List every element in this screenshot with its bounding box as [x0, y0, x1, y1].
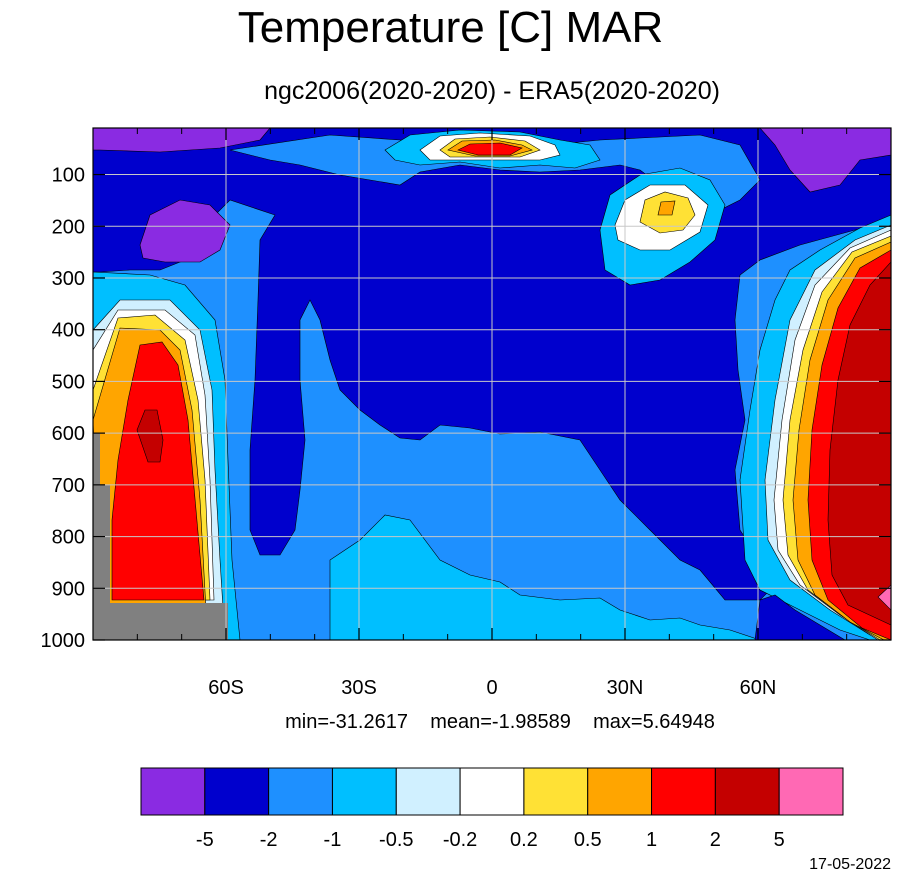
y-tick-label: 1000	[41, 630, 86, 652]
x-tick-label: 60N	[740, 677, 777, 699]
stat-max: max=5.64948	[593, 711, 715, 733]
x-tick-label: 30N	[607, 677, 644, 699]
y-axis: 100 200 300 400 500 600 700 800 900 1000	[41, 165, 891, 652]
contour-band-minus5-np	[759, 128, 891, 193]
colorbar-box	[140, 767, 206, 816]
colorbar-label: -1	[324, 829, 342, 851]
y-tick-label: 500	[52, 371, 85, 393]
colorbar-label: 0.5	[574, 829, 602, 851]
contour-band-minus2-nh-surface	[754, 594, 846, 640]
colorbar-box	[587, 767, 653, 816]
colorbar-box	[651, 767, 716, 816]
colorbar-box	[204, 767, 270, 816]
colorbar: -5 -2 -1 -0.5 -0.2 0.2 0.5 1 2 5	[140, 767, 844, 851]
plot-date: 17-05-2022	[809, 856, 891, 873]
colorbar-box	[714, 767, 780, 816]
colorbar-box	[268, 767, 333, 816]
contour-band-minus5-sh200	[139, 199, 231, 263]
y-tick-label: 700	[52, 475, 85, 497]
x-tick-label: 60S	[208, 677, 244, 699]
y-tick-label: 300	[52, 268, 85, 290]
contour-band-5-sh	[136, 409, 164, 463]
colorbar-label: -5	[196, 829, 214, 851]
contour-band-gt5-nh	[877, 584, 891, 611]
colorbar-label: -0.2	[443, 829, 477, 851]
grid-lines	[93, 128, 891, 640]
colorbar-label: 0.2	[510, 829, 538, 851]
topography-mask	[93, 433, 228, 640]
stat-mean: mean=-1.98589	[430, 711, 571, 733]
x-axis: 60S 30S 0 30N 60N	[136, 128, 848, 699]
x-tick-label: 30S	[341, 677, 377, 699]
colorbar-label: -0.5	[379, 829, 413, 851]
colorbar-label: 5	[774, 829, 785, 851]
y-tick-label: 800	[52, 527, 85, 549]
x-tick-label: 0	[486, 677, 497, 699]
contour-band-1-nh200	[657, 200, 676, 216]
y-tick-label: 100	[52, 165, 85, 187]
colorbar-box	[395, 767, 461, 816]
colorbar-label: -2	[260, 829, 278, 851]
colorbar-box	[778, 767, 844, 816]
colorbar-label: 2	[710, 829, 721, 851]
colorbar-box	[523, 767, 589, 816]
contour-band-2-sh	[111, 341, 205, 601]
y-tick-label: 900	[52, 578, 85, 600]
colorbar-label: 1	[646, 829, 657, 851]
contour-band-2-upper	[457, 142, 523, 156]
chart-subtitle: ngc2006(2020-2020) - ERA5(2020-2020)	[264, 77, 720, 105]
stats-line: min=-31.2617 mean=-1.98589 max=5.64948	[0, 710, 901, 734]
y-tick-label: 200	[52, 216, 85, 238]
contour-band-minus05-lower	[329, 514, 761, 640]
chart-title: Temperature [C] MAR	[237, 3, 664, 52]
colorbar-box	[459, 767, 525, 816]
colorbar-box	[331, 767, 397, 816]
stat-min: min=-31.2617	[285, 711, 408, 733]
y-tick-label: 400	[52, 320, 85, 342]
y-tick-label: 600	[52, 423, 85, 445]
